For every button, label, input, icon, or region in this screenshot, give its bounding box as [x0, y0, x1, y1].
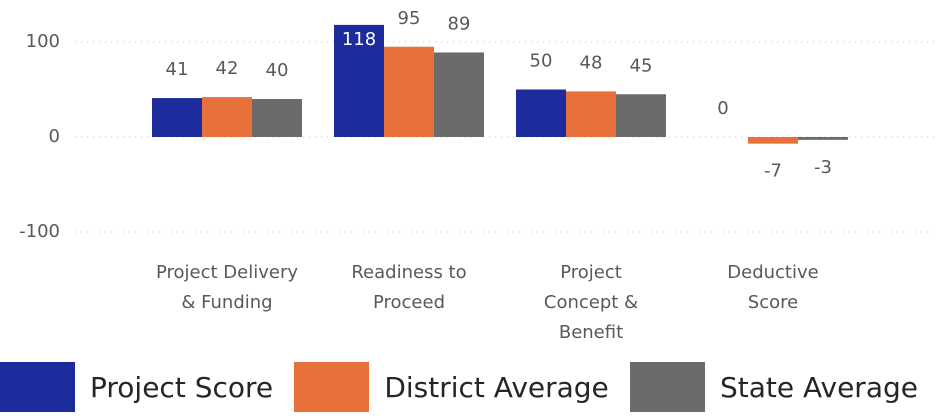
- x-tick-label: Project Delivery & Funding: [155, 262, 299, 313]
- legend-label: Project Score: [90, 370, 274, 404]
- data-label: 42: [216, 58, 239, 79]
- data-label: 0: [717, 98, 728, 119]
- bar: [748, 137, 798, 144]
- x-tick-label: Readiness to Proceed: [351, 262, 467, 313]
- bar: [798, 137, 848, 140]
- y-tick-label: 0: [49, 126, 60, 147]
- data-label: -3: [814, 157, 832, 178]
- data-label: 95: [398, 8, 421, 29]
- bar: [202, 97, 252, 137]
- bar: [516, 89, 566, 137]
- data-label: 48: [580, 52, 603, 73]
- bar: [566, 91, 616, 137]
- legend-item: State Average: [629, 362, 918, 412]
- bar: [384, 46, 434, 137]
- legend-swatch: [629, 362, 705, 412]
- data-label: 89: [448, 13, 471, 34]
- data-label: 40: [266, 60, 289, 81]
- data-label: 50: [530, 51, 553, 72]
- legend-swatch: [0, 362, 75, 412]
- data-label: 41: [166, 59, 189, 80]
- y-tick-label: -100: [19, 221, 60, 242]
- data-label: 118: [342, 29, 376, 50]
- x-tick-label: Project Concept & Benefit: [543, 262, 639, 343]
- data-label: 45: [630, 55, 653, 76]
- bar: [616, 94, 666, 137]
- legend-label: District Average: [384, 370, 609, 404]
- legend-item: District Average: [294, 362, 609, 412]
- legend-swatch: [294, 362, 370, 412]
- data-label: -7: [764, 161, 782, 182]
- x-tick-label: Deductive Score: [727, 262, 819, 313]
- bar: [434, 52, 484, 138]
- legend-label: State Average: [719, 370, 918, 404]
- legend-item: Project Score: [0, 362, 273, 412]
- bar: [152, 98, 202, 137]
- bar: [252, 99, 302, 137]
- y-tick-label: 100: [26, 31, 60, 52]
- bar: [334, 24, 384, 137]
- legend: Project Score District Average State Avera…: [0, 362, 918, 412]
